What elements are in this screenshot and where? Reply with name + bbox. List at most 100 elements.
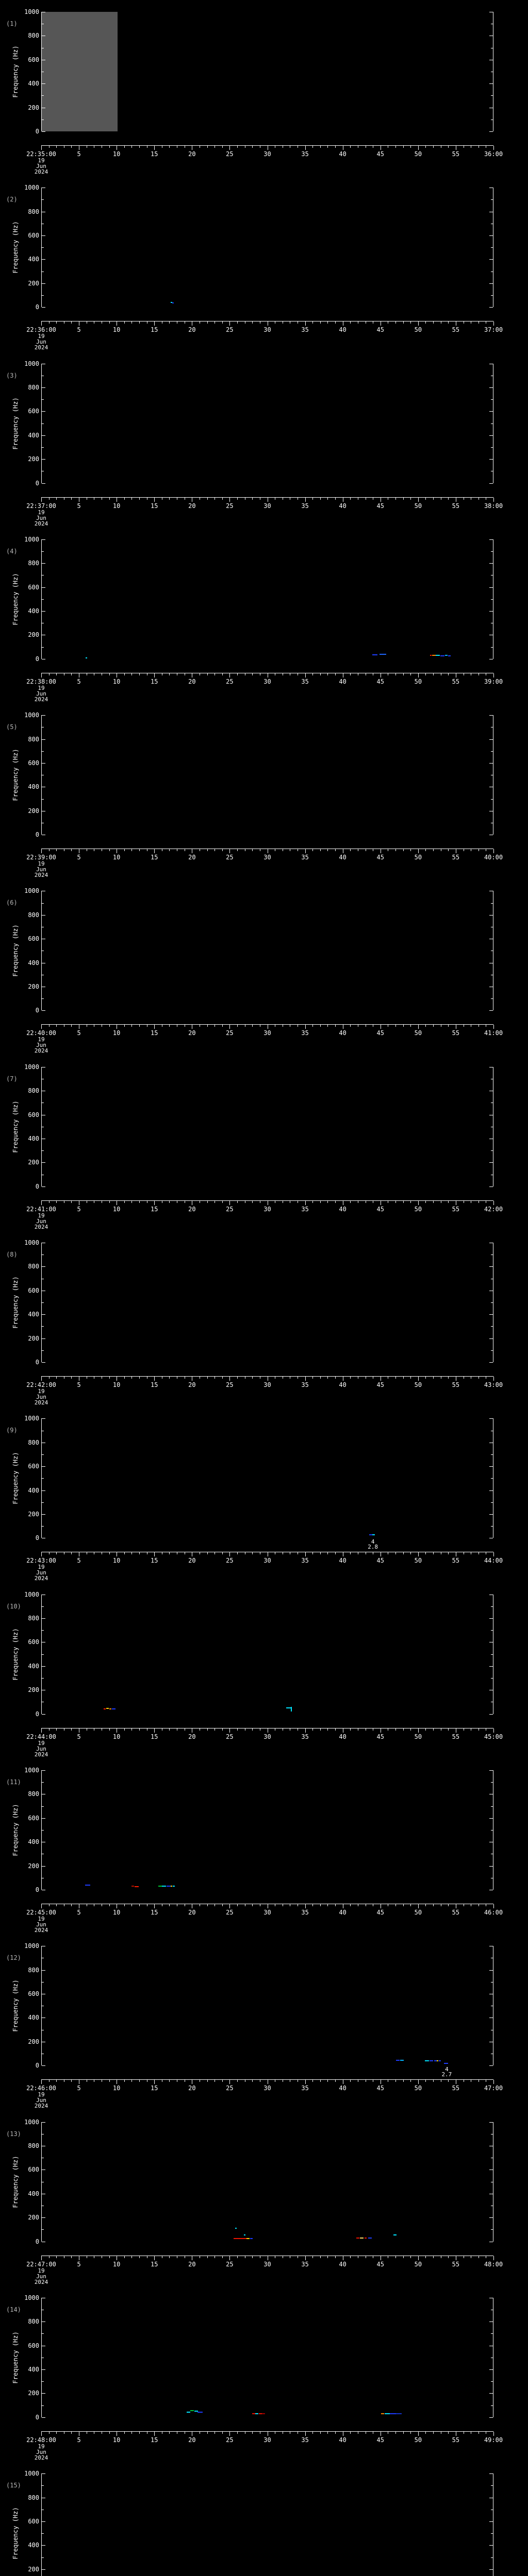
x-tick-label: 30 [263,150,271,158]
y-tick [491,2333,493,2334]
y-tick-label: 800 [28,1087,39,1095]
x-tick [335,2431,336,2434]
y-tick-label: 200 [28,279,39,287]
x-tick-label: 20 [188,1205,196,1213]
y-tick [489,307,493,308]
date-label: 19 [38,684,45,691]
x-tick [154,1728,155,1733]
x-tick [207,1552,208,1555]
y-tick-label: 0 [35,2238,39,2245]
x-tick [320,1377,321,1379]
x-tick-label: 10 [112,1029,121,1037]
x-tick [207,849,208,852]
end-time-label: 45:00 [484,1733,503,1740]
x-tick [222,1552,223,1555]
x-tick [214,1552,215,1555]
x-tick [109,1377,110,1379]
end-time-label: 47:00 [484,2084,503,2092]
x-axis-line [41,1024,493,1025]
x-tick [124,2431,125,2434]
x-tick-label: 5 [77,2436,81,2444]
x-tick-label: 15 [151,1029,158,1037]
x-tick-label: 55 [452,2084,460,2092]
x-tick [327,849,328,852]
x-tick [478,1200,479,1203]
x-tick-label: 30 [263,1381,271,1389]
detection-mark [244,2234,246,2236]
end-time-label: 49:00 [484,2436,503,2444]
x-tick [350,1025,351,1027]
x-tick [448,2431,449,2434]
x-tick-label: 25 [226,854,234,861]
x-tick [169,1728,170,1731]
x-tick [478,321,479,324]
y-axis-label: Frequency (Hz) [12,1452,19,1504]
detection-mark [439,2060,441,2061]
x-tick-label: 45 [376,1908,384,1916]
x-tick [56,1904,57,1906]
x-tick [154,1200,155,1205]
y-tick [489,1714,493,1715]
y-tick [489,611,493,612]
x-tick [425,1904,426,1906]
date-label: Jun [36,1921,46,1928]
x-tick [49,673,50,675]
x-tick [41,849,42,854]
y-tick [42,563,45,564]
spectrogram-panel: 1000 800 600 400 200 0 5 10 15 20 25 30 35 40 45 50 55 22… [0,1758,528,1935]
x-tick-label: 20 [188,326,196,334]
x-tick [56,1728,57,1731]
x-tick-label: 20 [188,2084,196,2092]
start-time-label: 22:47:00 [26,2260,56,2268]
x-tick [395,2431,396,2434]
x-tick [49,1377,50,1379]
x-tick [71,1377,72,1379]
detection-mark [252,2413,256,2414]
detection-mark [197,2412,203,2413]
x-tick [131,1552,132,1555]
detection-mark [365,2238,367,2239]
x-tick [305,1552,306,1557]
x-tick-label: 10 [112,1205,121,1213]
x-tick [335,1025,336,1027]
x-tick-label: 50 [414,326,422,334]
detection-mark [170,301,172,303]
x-tick [335,2080,336,2082]
y-tick [42,2333,44,2334]
detection-mark [448,655,451,656]
panel-number-label: (7) [6,1075,18,1082]
event-label-line: 2.8 [368,1544,378,1551]
y-axis-label: Frequency (Hz) [12,221,19,274]
x-tick [139,1904,140,1906]
x-tick-label: 55 [452,1557,460,1565]
x-tick [433,1025,434,1027]
x-tick [478,2256,479,2258]
y-tick-label: 600 [28,1990,39,1998]
x-tick [433,849,434,852]
y-tick [42,715,45,716]
x-tick [131,2256,132,2258]
x-tick-label: 10 [112,854,121,861]
x-tick [425,2431,426,2434]
x-tick-label: 30 [263,677,271,685]
y-tick [491,1502,493,1503]
x-tick [139,497,140,500]
x-tick-label: 35 [301,1733,309,1740]
x-tick [312,1552,313,1555]
x-tick-label: 55 [452,2260,460,2268]
x-tick [131,2431,132,2434]
y-tick [42,1162,45,1163]
x-tick [312,673,313,675]
x-tick-label: 45 [376,1029,384,1037]
x-tick [71,1025,72,1027]
x-tick [131,1025,132,1027]
x-tick [448,2080,449,2082]
y-tick [42,2393,45,2394]
x-tick-label: 50 [414,1908,422,1916]
x-tick-label: 10 [112,1733,121,1740]
x-tick [56,2431,57,2434]
y-tick [42,2065,45,2066]
y-tick-label: 1000 [24,2118,39,2126]
y-tick [489,739,493,740]
x-tick [252,2431,253,2434]
